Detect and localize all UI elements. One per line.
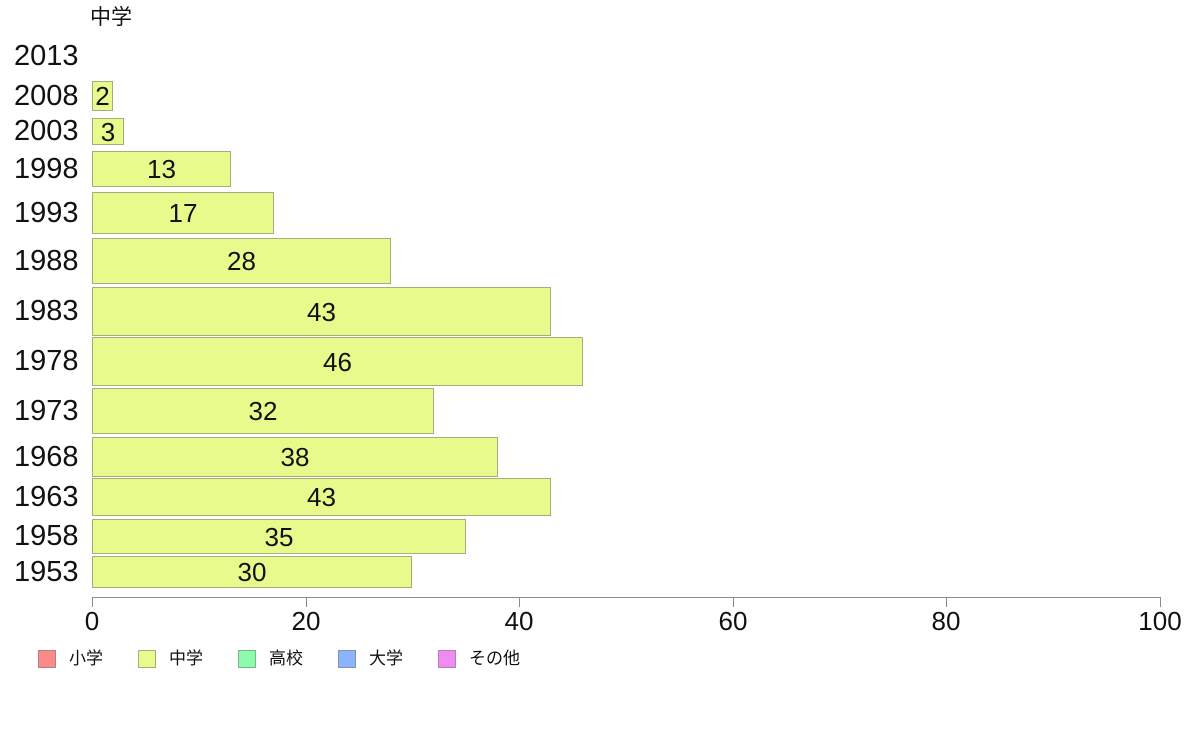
x-axis-tick	[306, 597, 307, 607]
x-axis-tick-label: 40	[504, 606, 534, 636]
x-axis-tick-label: 80	[931, 606, 961, 636]
legend-item: その他	[438, 649, 520, 669]
year-label: 1973	[14, 395, 79, 427]
bar-value-label: 17	[168, 198, 198, 228]
legend-swatch	[338, 650, 356, 668]
x-axis-tick-label: 100	[1138, 606, 1182, 636]
legend-label: 大学	[369, 649, 403, 668]
year-label: 2013	[14, 40, 79, 72]
year-label: 1978	[14, 345, 79, 377]
legend-label: 中学	[169, 649, 203, 668]
legend-swatch	[38, 650, 56, 668]
bar-value-label: 32	[248, 396, 278, 426]
legend-label: 小学	[69, 649, 103, 668]
bar: 35	[92, 519, 466, 554]
x-axis-tick	[946, 597, 947, 607]
year-label: 1983	[14, 295, 79, 327]
bar: 46	[92, 337, 583, 386]
year-label: 2003	[14, 115, 79, 147]
legend-item: 小学	[38, 649, 103, 669]
bar: 32	[92, 388, 434, 434]
legend-item: 大学	[338, 649, 403, 669]
bar: 30	[92, 556, 412, 588]
bar-value-label: 43	[307, 296, 336, 327]
x-axis-tick	[733, 597, 734, 607]
year-label: 1963	[14, 481, 79, 513]
bar: 3	[92, 118, 124, 145]
x-axis	[92, 597, 1161, 598]
bar: 13	[92, 151, 231, 187]
year-label: 1993	[14, 197, 79, 229]
bar: 17	[92, 192, 274, 234]
bar: 43	[92, 287, 551, 336]
legend-label: その他	[469, 649, 520, 668]
bar: 38	[92, 437, 498, 477]
year-label: 1968	[14, 441, 79, 473]
year-label: 1953	[14, 556, 79, 588]
chart-title: 中学	[90, 6, 132, 29]
x-axis-tick	[519, 597, 520, 607]
bar-value-label: 28	[227, 246, 256, 276]
year-label: 1998	[14, 153, 79, 185]
legend-swatch	[238, 650, 256, 668]
bar: 2	[92, 81, 113, 111]
x-axis-tick-label: 0	[84, 606, 100, 636]
year-label: 2008	[14, 80, 79, 112]
bar-value-label: 46	[323, 346, 352, 377]
x-axis-tick-label: 20	[291, 606, 321, 636]
bar-value-label: 43	[307, 482, 336, 512]
year-label: 1958	[14, 520, 79, 552]
bar-value-label: 13	[147, 154, 176, 184]
x-axis-tick	[1160, 597, 1161, 607]
bar-value-label: 30	[237, 557, 267, 587]
bar: 43	[92, 478, 551, 516]
x-axis-tick-label: 60	[718, 606, 748, 636]
legend-swatch	[438, 650, 456, 668]
bar-value-label: 3	[100, 116, 116, 147]
legend-item: 高校	[238, 649, 303, 669]
bar-value-label: 2	[95, 81, 110, 111]
year-label: 1988	[14, 245, 79, 277]
legend-swatch	[138, 650, 156, 668]
legend-item: 中学	[138, 649, 203, 669]
x-axis-tick	[92, 597, 93, 607]
bar-value-label: 38	[280, 442, 310, 472]
legend-label: 高校	[269, 649, 303, 668]
legend: 小学 中学 高校 大学 その他	[38, 649, 520, 669]
bar-value-label: 35	[264, 521, 294, 552]
bar: 28	[92, 238, 391, 284]
